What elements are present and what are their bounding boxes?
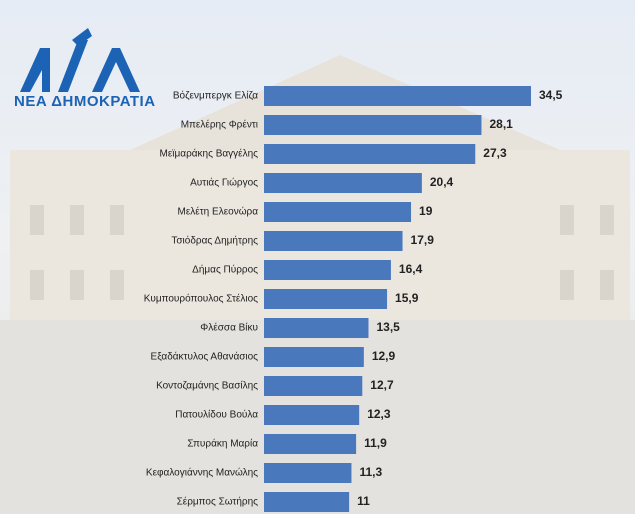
category-label: Εξαδάκτυλος Αθανάσιος <box>151 351 259 363</box>
value-label: 13,5 <box>376 320 400 334</box>
value-label: 16,4 <box>399 262 423 276</box>
logo-text: ΝΕΑ ΔΗΜΟΚΡΑΤΙΑ <box>14 93 156 110</box>
value-label: 11,3 <box>359 465 382 479</box>
category-label: Βόζενμπεργκ Ελίζα <box>173 90 258 102</box>
value-label: 12,3 <box>367 407 391 421</box>
bar <box>264 318 369 338</box>
category-label: Κοντοζαμάνης Βασίλης <box>156 380 258 392</box>
category-label: Μελέτη Ελεονώρα <box>177 206 258 218</box>
bar <box>264 115 482 135</box>
value-label: 19 <box>419 204 433 218</box>
bar <box>264 347 364 367</box>
bar <box>264 144 476 164</box>
value-label: 28,1 <box>489 117 513 131</box>
category-label: Μεϊμαράκης Βαγγέλης <box>160 148 259 160</box>
category-label: Κεφαλογιάννης Μανώλης <box>146 467 258 479</box>
bar <box>264 260 391 280</box>
value-label: 20,4 <box>430 175 454 189</box>
value-label: 34,5 <box>539 88 563 102</box>
logo: ΝΕΑ ΔΗΜΟΚΡΑΤΙΑ <box>14 28 156 110</box>
value-label: 11 <box>357 494 370 508</box>
value-label: 15,9 <box>395 291 419 305</box>
category-label: Πατουλίδου Βούλα <box>175 409 258 421</box>
category-label: Μπελέρης Φρέντι <box>181 119 258 131</box>
value-label: 27,3 <box>483 146 507 160</box>
bar <box>264 463 352 483</box>
bar <box>264 434 357 454</box>
bar <box>264 231 403 251</box>
value-label: 12,7 <box>370 378 394 392</box>
category-label: Αυτιάς Γιώργος <box>190 177 258 189</box>
value-label: 12,9 <box>372 349 396 363</box>
value-label: 11,9 <box>364 436 387 450</box>
bar <box>264 405 360 425</box>
category-label: Σπυράκη Μαρία <box>187 438 258 450</box>
bar <box>264 173 422 193</box>
category-label: Σέρμπος Σωτήρης <box>177 496 259 508</box>
value-label: 17,9 <box>411 233 435 247</box>
category-label: Τσιόδρας Δημήτρης <box>171 235 258 247</box>
bar <box>264 376 363 396</box>
category-label: Δήμας Πύρρος <box>192 264 258 276</box>
bar <box>264 492 350 512</box>
bar <box>264 86 531 106</box>
category-label: Φλέσσα Βίκυ <box>200 322 258 334</box>
bar <box>264 289 388 309</box>
bar <box>264 202 412 222</box>
category-label: Κυμπουρόπουλος Στέλιος <box>144 293 258 305</box>
